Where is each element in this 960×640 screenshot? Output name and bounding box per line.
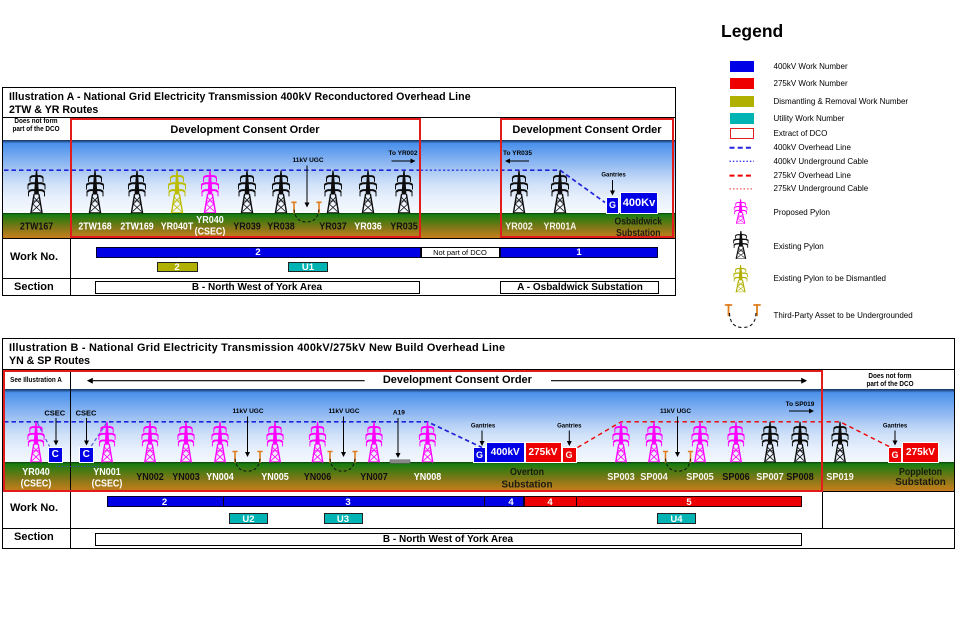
svg-text:YN004: YN004	[206, 472, 234, 483]
svg-text:11kV UGC: 11kV UGC	[660, 408, 691, 415]
svg-text:SP007: SP007	[756, 472, 784, 483]
svg-text:11kV UGC: 11kV UGC	[292, 157, 323, 164]
svg-text:SP003: SP003	[607, 472, 635, 483]
svg-text:A19: A19	[393, 409, 405, 416]
svg-text:YR038: YR038	[267, 222, 295, 233]
svg-text:SP005: SP005	[686, 472, 714, 483]
svg-text:YN003: YN003	[172, 472, 200, 483]
svg-text:YN008: YN008	[414, 472, 442, 483]
svg-text:11kV UGC: 11kV UGC	[232, 408, 263, 415]
svg-text:Overton: Overton	[510, 467, 544, 478]
svg-text:Substation: Substation	[502, 480, 553, 491]
svg-text:Poppleton: Poppleton	[899, 467, 942, 478]
svg-text:YR037: YR037	[319, 222, 347, 233]
svg-text:Substation: Substation	[895, 477, 946, 488]
svg-text:11kV UGC: 11kV UGC	[328, 408, 359, 415]
svg-text:YR036: YR036	[354, 222, 382, 233]
svg-text:(CSEC): (CSEC)	[92, 479, 123, 490]
svg-text:CSEC: CSEC	[44, 408, 65, 417]
svg-text:Gantries: Gantries	[557, 424, 582, 430]
svg-text:2TW168: 2TW168	[78, 222, 112, 233]
svg-text:YR039: YR039	[233, 222, 261, 233]
svg-text:Osbaldwick: Osbaldwick	[615, 216, 663, 228]
svg-text:YN007: YN007	[360, 472, 388, 483]
svg-text:YN005: YN005	[261, 472, 289, 483]
svg-text:YN001: YN001	[93, 467, 121, 478]
svg-text:SP019: SP019	[826, 472, 854, 483]
svg-text:YR002: YR002	[505, 222, 533, 233]
svg-text:YR040: YR040	[196, 215, 224, 226]
svg-text:SP006: SP006	[722, 472, 750, 483]
svg-text:Gantries: Gantries	[471, 424, 496, 430]
svg-text:To YR035: To YR035	[503, 150, 532, 157]
svg-text:CSEC: CSEC	[76, 408, 97, 417]
svg-text:YN002: YN002	[136, 472, 164, 483]
svg-text:Gantries: Gantries	[883, 424, 908, 430]
svg-text:Gantries: Gantries	[601, 173, 626, 179]
svg-text:YR040: YR040	[22, 467, 50, 478]
svg-text:(CSEC): (CSEC)	[21, 479, 52, 490]
svg-text:SP004: SP004	[640, 472, 668, 483]
svg-text:To YR002: To YR002	[388, 150, 417, 157]
svg-text:SP008: SP008	[786, 472, 814, 483]
svg-text:(CSEC): (CSEC)	[195, 227, 226, 238]
svg-text:2TW167: 2TW167	[20, 222, 54, 233]
svg-text:YN006: YN006	[304, 472, 332, 483]
svg-text:YR001A: YR001A	[544, 222, 577, 233]
svg-text:YR040T: YR040T	[161, 222, 194, 233]
svg-text:YR035: YR035	[390, 222, 418, 233]
svg-text:2TW169: 2TW169	[120, 222, 154, 233]
svg-text:To SP019: To SP019	[786, 401, 815, 408]
